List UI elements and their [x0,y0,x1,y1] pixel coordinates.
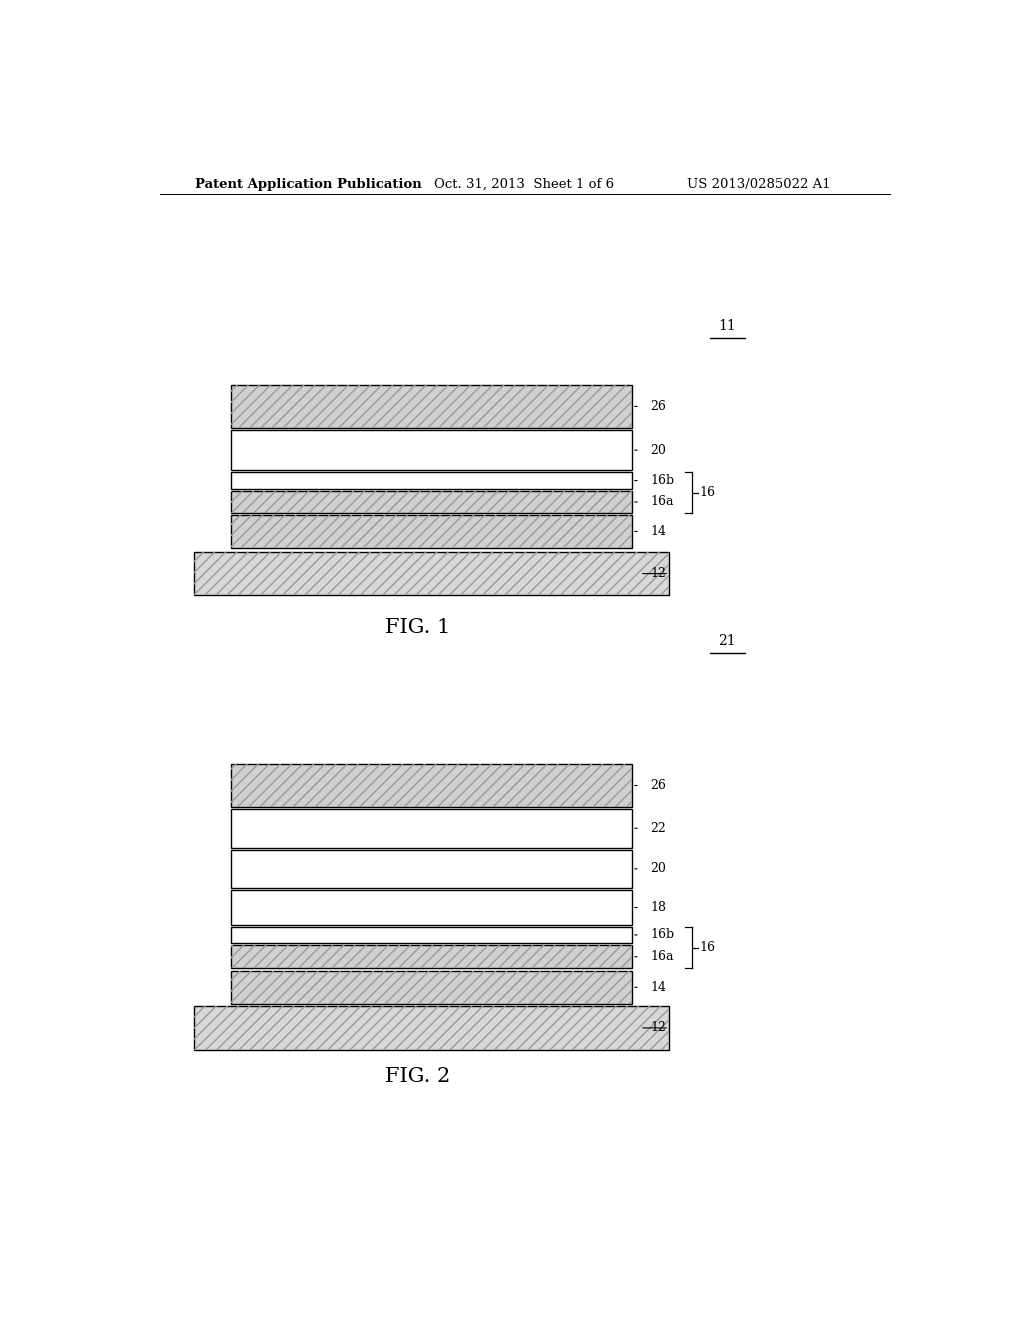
Text: FIG. 2: FIG. 2 [385,1067,451,1086]
Text: 26: 26 [650,779,666,792]
Bar [231,945,632,969]
Text: US 2013/0285022 A1: US 2013/0285022 A1 [687,178,831,191]
Bar [231,515,632,548]
Text: 20: 20 [650,862,666,875]
Bar [231,491,632,513]
Text: 12: 12 [650,1022,666,1035]
Text: FIG. 1: FIG. 1 [385,619,451,638]
Text: 26: 26 [650,400,666,413]
Text: 16a: 16a [650,495,674,508]
Bar [231,764,632,807]
Text: 16: 16 [699,486,716,499]
Text: 14: 14 [650,981,667,994]
Text: 14: 14 [650,525,667,539]
Bar [194,1006,670,1049]
Text: 12: 12 [650,568,666,579]
Text: 16a: 16a [650,950,674,964]
Text: 22: 22 [650,822,666,834]
Bar [231,945,632,969]
Bar [231,970,632,1005]
Bar [231,850,632,888]
Bar [231,970,632,1005]
Bar [231,430,632,470]
Bar [231,473,632,488]
Bar [231,491,632,513]
Text: 16: 16 [699,941,716,954]
Bar [231,927,632,942]
Bar [194,552,670,595]
Bar [231,515,632,548]
Text: 21: 21 [719,635,736,648]
Text: Patent Application Publication: Patent Application Publication [196,178,422,191]
Bar [231,890,632,925]
Bar [231,385,632,428]
Text: 11: 11 [718,319,736,333]
Bar [194,552,670,595]
Text: 20: 20 [650,444,666,457]
Text: 18: 18 [650,902,667,913]
Bar [194,1006,670,1049]
Bar [231,764,632,807]
Text: Oct. 31, 2013  Sheet 1 of 6: Oct. 31, 2013 Sheet 1 of 6 [433,178,613,191]
Bar [231,809,632,847]
Bar [231,385,632,428]
Text: 16b: 16b [650,928,675,941]
Text: 16b: 16b [650,474,675,487]
